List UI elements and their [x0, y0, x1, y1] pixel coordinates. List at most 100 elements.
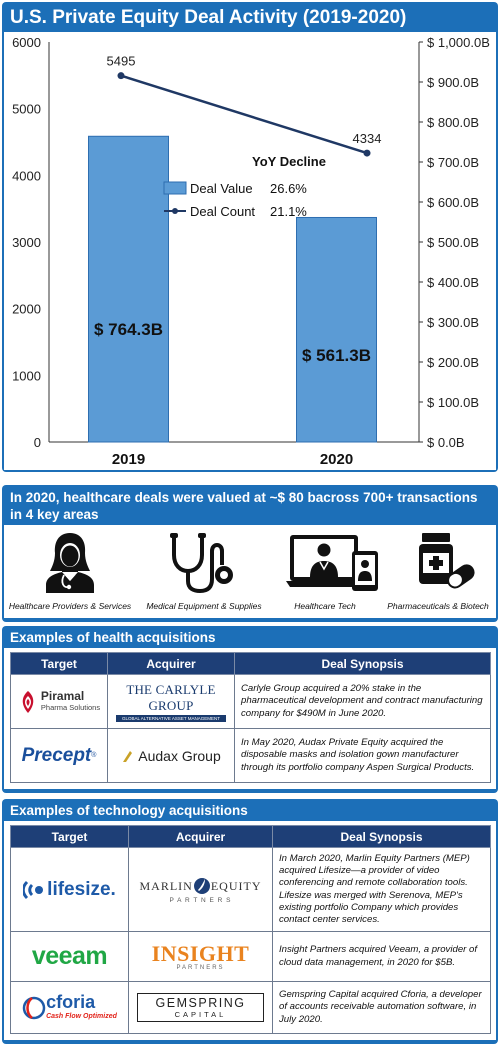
health-acquisitions-panel: Examples of health acquisitions Target A…	[2, 626, 498, 793]
audax-name: Audax Group	[138, 747, 221, 764]
right-tick-label: $ 700.0B	[427, 155, 479, 170]
synopsis-cell: In May 2020, Audax Private Equity acquir…	[234, 728, 491, 783]
carlyle-name: THE CARLYLE GROUP	[126, 681, 216, 713]
tech-acquisitions-panel: Examples of technology acquisitions Targ…	[2, 799, 498, 1044]
bar-value-label: $ 561.3B	[302, 346, 371, 365]
left-tick-label: 6000	[12, 35, 41, 50]
target-cell: lifesize.	[10, 847, 129, 932]
left-tick-label: 0	[34, 435, 41, 450]
carlyle-logo: THE CARLYLE GROUP GLOBAL ALTERNATIVE ASS…	[108, 682, 234, 722]
deal-count-line	[120, 74, 368, 155]
insight-sub: PARTNERS	[176, 964, 225, 971]
legend-label: Deal Count	[190, 204, 255, 219]
health-acq-body: Target Acquirer Deal Synopsis Piramal	[4, 648, 496, 789]
deal-activity-chart: 0 1000 2000 3000 4000 5000 6000 $ 0.0B $ 100.0B $…	[12, 35, 490, 468]
table-row: cforia Cash Flow Optimized GEMSPRING CAP…	[10, 981, 491, 1034]
area-label-pharma: Pharmaceuticals & Biotech	[387, 601, 489, 611]
audax-mark-icon	[123, 750, 133, 762]
legend-header: YoY Decline	[252, 154, 326, 169]
synopsis-cell: Gemspring Capital acquired Cforia, a dev…	[272, 981, 491, 1034]
bar-value-label: $ 764.3B	[94, 320, 163, 339]
deal-count-point	[363, 149, 371, 157]
cforia-name: cforia	[46, 991, 96, 1012]
target-cell: cforia Cash Flow Optimized	[10, 981, 129, 1034]
piramal-name: Piramal	[40, 688, 85, 703]
table-row: lifesize. MARLIN EQUITY P A R	[10, 847, 491, 932]
marlin-name: MARLIN	[139, 878, 193, 893]
legend-swatch-deal-value	[163, 181, 187, 195]
precept-logo: Precept ®	[11, 745, 107, 767]
deal-count-label: 5495	[107, 54, 136, 69]
left-tick-label: 1000	[12, 368, 41, 383]
telehealth-icon	[286, 535, 378, 591]
area-label-tech: Healthcare Tech	[294, 601, 356, 611]
piramal-sub: Pharma Solutions	[40, 702, 101, 712]
right-tick-label: $ 100.0B	[427, 395, 479, 410]
cforia-mark-icon	[22, 996, 46, 1019]
left-tick-label: 5000	[12, 102, 41, 117]
header-synopsis: Deal Synopsis	[234, 652, 491, 675]
doctor-icon	[46, 533, 94, 593]
lifesize-name: lifesize.	[47, 878, 116, 900]
lifesize-logo: lifesize.	[11, 879, 128, 901]
health-acq-table: Target Acquirer Deal Synopsis Piramal	[10, 652, 491, 783]
deal-count-label: 4334	[353, 131, 382, 146]
target-cell: Precept ®	[10, 728, 108, 783]
target-cell: veeam	[10, 931, 129, 982]
table-header-row: Target Acquirer Deal Synopsis	[10, 652, 491, 675]
veeam-logo: veeam	[11, 942, 128, 971]
tech-acq-title: Examples of technology acquisitions	[10, 803, 248, 818]
tech-acq-table: Target Acquirer Deal Synopsis lifesize.	[10, 825, 491, 1034]
right-tick-label: $ 0.0B	[427, 435, 465, 450]
veeam-name: veeam	[31, 942, 108, 970]
healthcare-areas: Healthcare Providers & Services Medical …	[4, 525, 496, 618]
area-label-providers: Healthcare Providers & Services	[8, 601, 132, 611]
table-row: Precept ® Audax Group In May 2020, Audax…	[10, 728, 491, 783]
acquirer-cell: THE CARLYLE GROUP GLOBAL ALTERNATIVE ASS…	[107, 674, 235, 729]
left-tick-label: 3000	[12, 235, 41, 250]
table-row: veeam INSIGHT PARTNERS Insight Partners …	[10, 931, 491, 982]
synopsis-cell: Insight Partners acquired Veeam, a provi…	[272, 931, 491, 982]
deal-activity-panel: U.S. Private Equity Deal Activity (2019-…	[2, 2, 498, 472]
right-tick-label: $ 1,000.0B	[427, 35, 490, 50]
acquirer-cell: MARLIN EQUITY P A R T N E R S	[128, 847, 273, 932]
marlin-name-2: EQUITY	[210, 878, 262, 893]
header-acquirer: Acquirer	[107, 652, 235, 675]
bar-2019	[88, 135, 169, 443]
marlin-sub: P A R T N E R S	[169, 897, 232, 904]
insight-logo: INSIGHT PARTNERS	[129, 940, 272, 971]
medicine-bottle-icon	[419, 533, 475, 589]
lifesize-mark-icon	[23, 880, 44, 899]
bar-2020	[296, 216, 377, 443]
piramal-mark-icon	[22, 690, 34, 713]
acquirer-cell: Audax Group	[107, 728, 235, 783]
precept-mark: ®	[91, 752, 97, 759]
header-synopsis: Deal Synopsis	[272, 825, 491, 848]
legend-swatch-deal-count-dot	[172, 208, 178, 214]
target-cell: Piramal Pharma Solutions	[10, 674, 108, 729]
tech-acq-body: Target Acquirer Deal Synopsis lifesize.	[4, 821, 496, 1040]
legend-value: 26.6%	[270, 181, 307, 196]
header-acquirer: Acquirer	[128, 825, 273, 848]
left-tick-label: 4000	[12, 168, 41, 183]
stethoscope-icon	[170, 533, 233, 593]
x-tick-label: 2020	[320, 451, 353, 468]
synopsis-cell: In March 2020, Marlin Equity Partners (M…	[272, 847, 491, 932]
right-tick-label: $ 300.0B	[427, 315, 479, 330]
synopsis-cell: Carlyle Group acquired a 20% stake in th…	[234, 674, 491, 729]
table-header-row: Target Acquirer Deal Synopsis	[10, 825, 491, 848]
chart-title: U.S. Private Equity Deal Activity (2019-…	[10, 7, 407, 28]
health-acq-title: Examples of health acquisitions	[10, 630, 216, 645]
right-tick-label: $ 400.0B	[427, 275, 479, 290]
gemspring-name: GEMSPRING	[155, 996, 246, 1010]
piramal-logo: Piramal Pharma Solutions	[11, 689, 107, 715]
acquirer-cell: INSIGHT PARTNERS	[128, 931, 273, 982]
carlyle-sub: GLOBAL ALTERNATIVE ASSET MANAGEMENT	[116, 714, 226, 722]
healthcare-areas-panel: In 2020, healthcare deals were valued at…	[2, 485, 498, 622]
legend-label: Deal Value	[190, 181, 253, 196]
cforia-logo: cforia Cash Flow Optimized	[11, 993, 128, 1023]
gemspring-logo: GEMSPRING CAPITAL	[137, 993, 264, 1022]
right-tick-label: $ 900.0B	[427, 75, 479, 90]
precept-name: Precept	[21, 744, 92, 766]
insight-name: INSIGHT	[151, 940, 250, 966]
